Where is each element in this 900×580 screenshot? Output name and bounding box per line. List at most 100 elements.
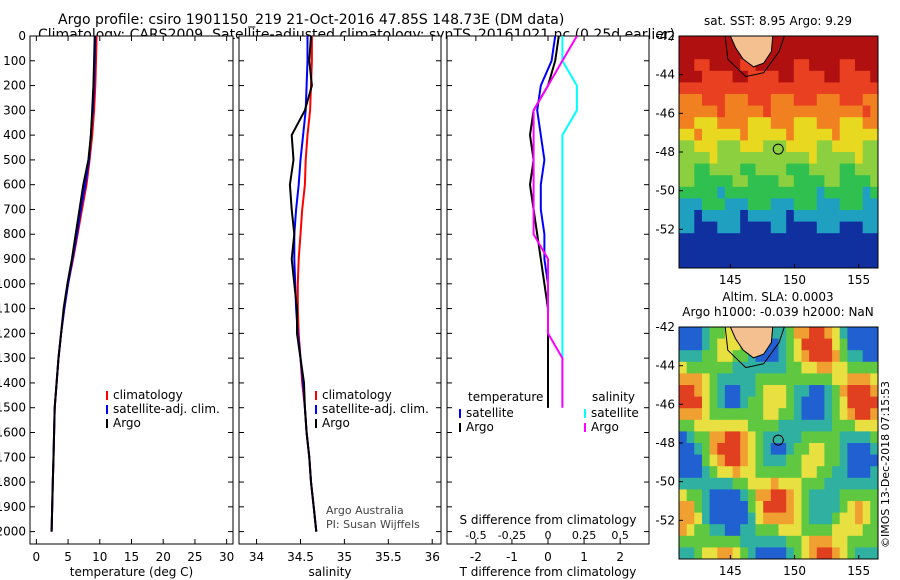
map-cell: [717, 70, 726, 83]
map-cell: [702, 152, 711, 165]
map-cell: [870, 431, 879, 444]
map-cell: [694, 431, 703, 444]
map-cell: [809, 117, 818, 130]
map-cell: [832, 327, 841, 340]
map-cell: [809, 221, 818, 234]
map-cell: [862, 152, 871, 165]
map-cell: [694, 47, 703, 60]
map-cell: [763, 198, 772, 211]
map-cell: [747, 233, 757, 246]
map-cell: [702, 501, 711, 514]
map-cell: [724, 408, 734, 421]
map-cell: [709, 512, 718, 525]
map-cell: [770, 408, 779, 421]
map-cell: [816, 244, 825, 257]
map-cell: [709, 47, 718, 60]
map-cell: [679, 70, 688, 83]
map-cell: [862, 163, 871, 176]
map-cell: [786, 47, 795, 60]
map-cell: [793, 233, 802, 246]
map-cell: [824, 501, 833, 514]
map-cell: [801, 373, 810, 386]
map-cell: [694, 233, 703, 246]
map-cell: [870, 350, 879, 363]
map-cell: [740, 396, 749, 409]
map-cell: [816, 408, 825, 421]
map-cell: [763, 59, 772, 72]
map-cell: [702, 94, 711, 107]
tasmania-land: [729, 35, 774, 68]
map-cell: [793, 454, 802, 467]
map-cell: [839, 454, 848, 467]
map-cell: [694, 210, 703, 223]
map-cell: [816, 47, 825, 60]
map-cell: [763, 373, 772, 386]
x-tick-label: 155: [847, 564, 870, 578]
map-cell: [702, 443, 711, 456]
map-cell: [709, 373, 718, 386]
y-tick-label: 1700: [0, 450, 26, 464]
map-cell: [770, 140, 779, 153]
map-cell: [786, 327, 795, 340]
map-cell: [709, 524, 718, 537]
map-cell: [816, 512, 825, 525]
map-cell: [740, 105, 749, 118]
map-cell: [717, 186, 726, 199]
map-cell: [855, 70, 864, 83]
x-tick-label: 10: [92, 550, 107, 564]
map-cell: [732, 547, 741, 560]
x-tick-label: 150: [783, 273, 806, 287]
map-cell: [809, 466, 818, 479]
map-cell: [724, 489, 734, 502]
map-cell: [679, 221, 688, 234]
map-cell: [816, 431, 825, 444]
map-cell: [847, 163, 856, 176]
map-cell: [702, 338, 711, 351]
map-cell: [755, 419, 764, 432]
map-cell: [717, 501, 726, 514]
map-cell: [801, 163, 810, 176]
map-cell: [755, 431, 764, 444]
map-cell: [709, 431, 718, 444]
map-cell: [809, 163, 818, 176]
map-cell: [724, 210, 734, 223]
map-cell: [770, 47, 779, 60]
map-cell: [755, 82, 764, 95]
map-cell: [763, 443, 772, 456]
map-cell: [824, 186, 833, 199]
map-cell: [694, 489, 703, 502]
map-cell: [747, 175, 757, 188]
map-cell: [724, 233, 734, 246]
map-cell: [855, 256, 864, 269]
map-cell: [816, 186, 825, 199]
map-cell: [847, 489, 856, 502]
map-cell: [778, 524, 787, 537]
map-cell: [839, 512, 848, 525]
map-cell: [862, 431, 871, 444]
map-cell: [770, 385, 779, 398]
map-cell: [855, 233, 864, 246]
map-cell: [824, 547, 833, 560]
y-tick-label: 1000: [0, 277, 26, 291]
map-cell: [763, 408, 772, 421]
map-cell: [770, 70, 779, 83]
map-cell: [702, 385, 711, 398]
y-tick-label: 700: [3, 202, 26, 216]
map-cell: [694, 82, 703, 95]
map-cell: [816, 501, 825, 514]
map-cell: [839, 105, 848, 118]
map-cell: [793, 373, 802, 386]
map-cell: [809, 128, 818, 141]
map-cell: [778, 350, 787, 363]
map-cell: [709, 36, 718, 49]
map-cell: [839, 198, 848, 211]
map-cell: [702, 361, 711, 374]
map-cell: [870, 477, 879, 490]
map-cell: [801, 221, 810, 234]
map-cell: [855, 175, 864, 188]
map-cell: [732, 431, 741, 444]
map-cell: [747, 408, 757, 421]
series-line-salinity-argo: [532, 35, 578, 408]
map-cell: [786, 140, 795, 153]
map-cell: [809, 233, 818, 246]
